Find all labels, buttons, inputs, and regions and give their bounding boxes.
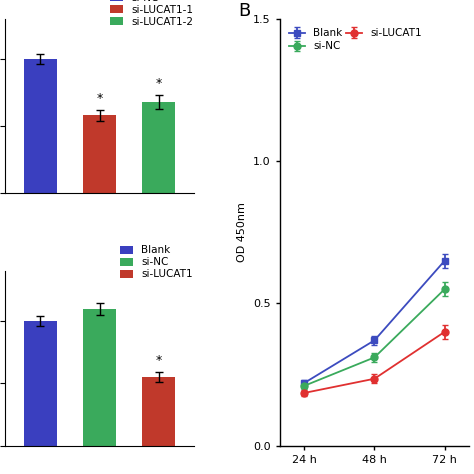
Legend: Blank, si-NC, si-LUCAT1: Blank, si-NC, si-LUCAT1 [120,246,193,280]
Bar [24,59,56,193]
Legend: Blank, si-NC, si-LUCAT1: Blank, si-NC, si-LUCAT1 [285,24,426,55]
Bar [83,115,116,193]
Bar [83,309,116,446]
Bar [143,377,175,446]
Bar [143,102,175,193]
Text: *: * [155,354,162,367]
Text: *: * [155,77,162,90]
Y-axis label: OD 450nm: OD 450nm [237,202,247,262]
Bar [24,321,56,446]
Legend: si-NC, si-LUCAT1-1, si-LUCAT1-2: si-NC, si-LUCAT1-1, si-LUCAT1-2 [110,0,193,27]
Text: B: B [238,2,250,20]
Text: *: * [96,91,103,105]
